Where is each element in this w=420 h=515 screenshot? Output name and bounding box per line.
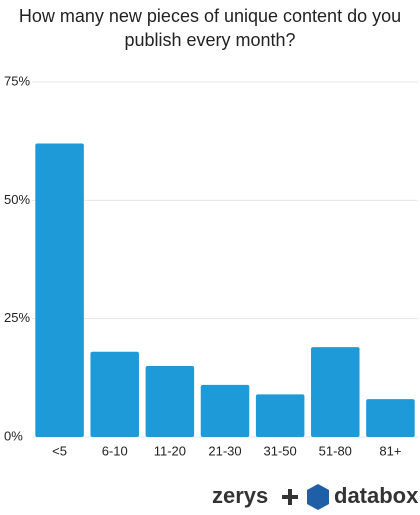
x-tick-label: 21-30 [208,443,241,458]
plus-icon [288,489,292,505]
x-tick-label: 6-10 [102,443,128,458]
bar [35,143,84,438]
bar [311,347,360,437]
y-tick-label: 75% [4,73,30,88]
bar [200,384,250,437]
logo: zerys databox [212,483,419,510]
bar [366,399,415,437]
brand-right: databox [334,483,419,508]
y-tick-label: 50% [4,192,30,207]
bar [90,351,139,437]
chart-title: How many new pieces of unique content do… [18,6,402,50]
bar [145,366,195,437]
x-tick-label: 31-50 [264,443,297,458]
y-tick-label: 25% [4,310,30,325]
x-tick-label: 11-20 [154,443,186,458]
bar [255,394,305,437]
x-tick-label: 81+ [379,443,401,458]
brand-left: zerys [212,483,268,508]
databox-icon [307,484,329,510]
x-tick-label: <5 [52,443,67,458]
x-tick-label: 51-80 [319,443,352,458]
y-tick-label: 0% [4,428,23,443]
